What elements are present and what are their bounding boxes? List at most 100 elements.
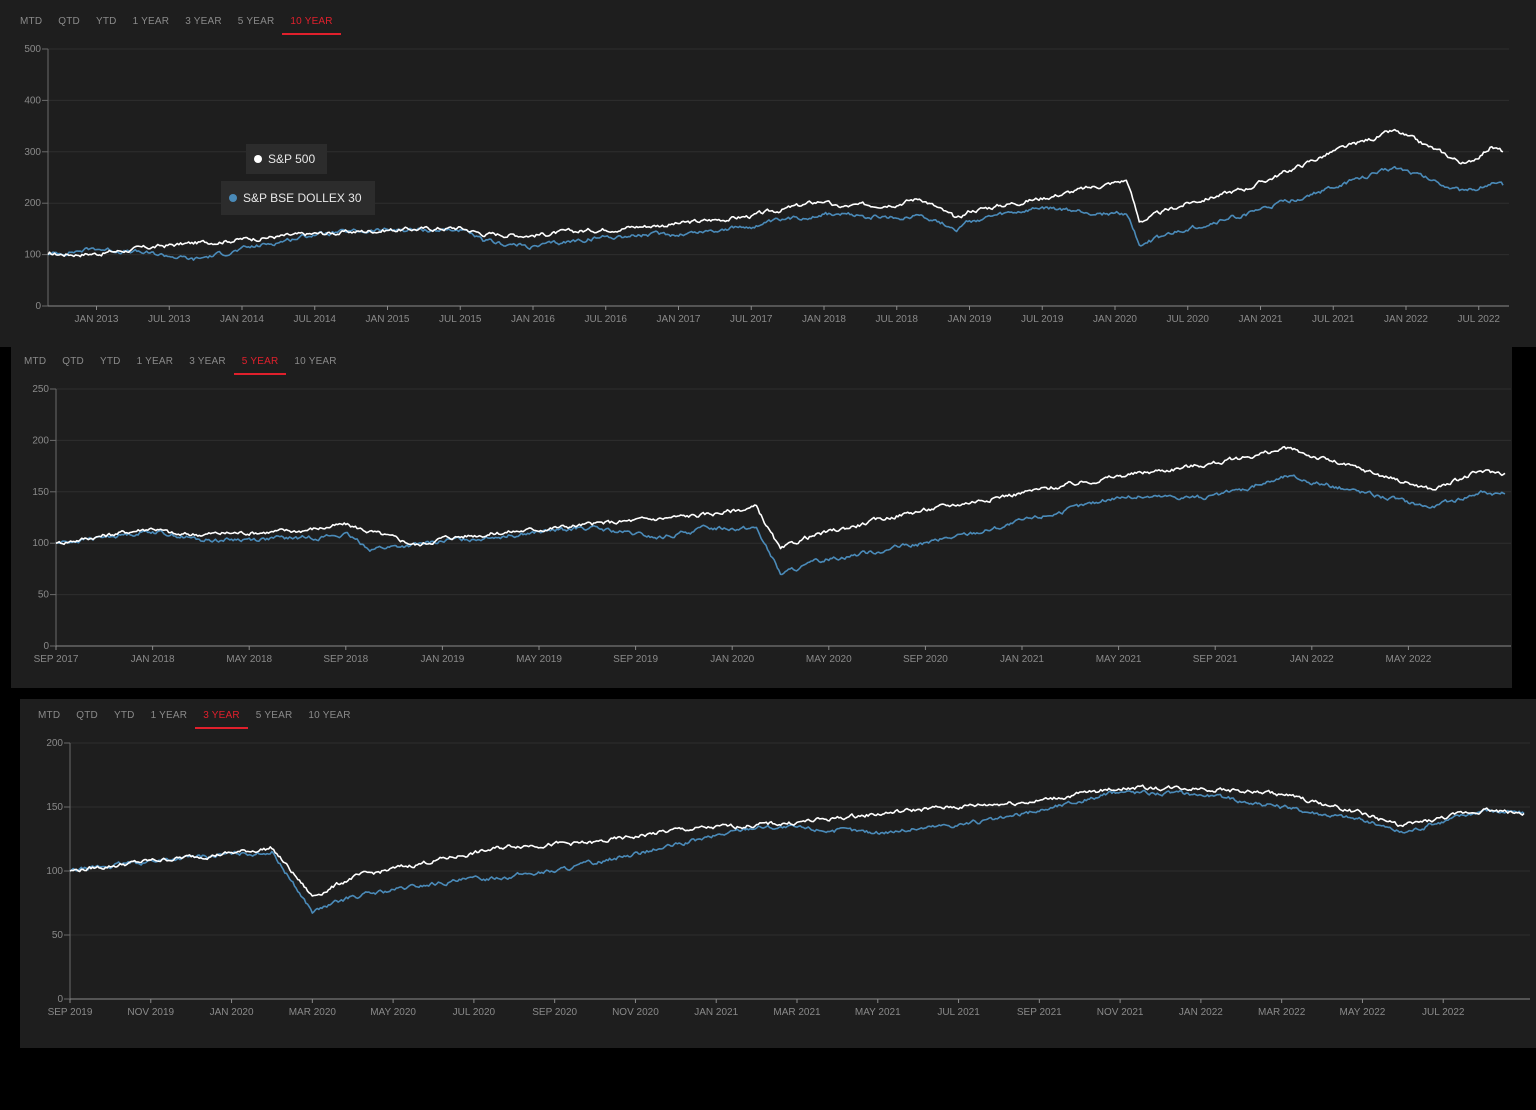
y-tick-label: 200 bbox=[32, 435, 49, 446]
chart-panel-10-year: MTD QTD YTD 1 YEAR 3 YEAR 5 YEAR 10 YEAR 0 100 2… bbox=[0, 0, 1536, 347]
x-tick-label: JAN 2019 bbox=[948, 314, 992, 325]
x-tick-label: JAN 2017 bbox=[657, 314, 701, 325]
tab-10-year[interactable]: 10 YEAR bbox=[308, 710, 351, 721]
sp500-series-line bbox=[55, 445, 1506, 550]
tab-ytd[interactable]: YTD bbox=[99, 356, 121, 367]
sp500-series-line bbox=[69, 784, 1525, 897]
x-tick-label: JUL 2019 bbox=[1021, 314, 1064, 325]
chart-panel-5-year: MTD QTD YTD 1 YEAR 3 YEAR 5 YEAR 10 YEAR 0 50 10… bbox=[11, 347, 1512, 688]
sp500-legend-dot bbox=[254, 155, 262, 163]
tab-mtd[interactable]: MTD bbox=[20, 16, 43, 27]
x-tick-label: JAN 2015 bbox=[366, 314, 410, 325]
y-tick-label: 100 bbox=[24, 250, 41, 261]
tab-5-year[interactable]: 5 YEAR bbox=[255, 710, 293, 721]
chart-10-year: 0 100 200 300 400 500 JAN 2013 JUL 2013 JAN 2014… bbox=[24, 44, 1509, 325]
x-tick-label: SEP 2017 bbox=[34, 654, 79, 665]
x-tick-label: MAR 2020 bbox=[289, 1007, 337, 1018]
y-tick-label: 100 bbox=[46, 866, 63, 877]
chart-3-year: 0 50 100 150 200 SEP 2019 NOV 2019 JAN 2020 MAR … bbox=[46, 738, 1530, 1018]
y-tick-label: 50 bbox=[38, 590, 50, 601]
tab-ytd[interactable]: YTD bbox=[95, 16, 117, 27]
tab-1-year[interactable]: 1 YEAR bbox=[150, 710, 188, 721]
legend-sp500: S&P 500 bbox=[246, 144, 328, 174]
tab-qtd[interactable]: QTD bbox=[62, 356, 84, 367]
x-tick-label: NOV 2019 bbox=[127, 1007, 174, 1018]
period-tabs: MTD QTD YTD 1 YEAR 3 YEAR 5 YEAR 10 YEAR bbox=[24, 356, 345, 375]
y-tick-label: 200 bbox=[24, 198, 41, 209]
x-tick-label: NOV 2021 bbox=[1097, 1007, 1144, 1018]
y-tick-label: 200 bbox=[46, 738, 63, 749]
tab-10-year[interactable]: 10 YEAR bbox=[294, 356, 337, 367]
x-tick-label: MAY 2022 bbox=[1386, 654, 1432, 665]
y-tick-label: 0 bbox=[57, 994, 63, 1005]
x-tick-label: MAY 2021 bbox=[855, 1007, 901, 1018]
x-tick-label: MAY 2019 bbox=[516, 654, 562, 665]
tab-3-year[interactable]: 3 YEAR bbox=[185, 16, 222, 27]
x-tick-label: JAN 2013 bbox=[75, 314, 119, 325]
tab-qtd[interactable]: QTD bbox=[58, 16, 80, 27]
tab-mtd[interactable]: MTD bbox=[38, 710, 61, 721]
dollex-series-line bbox=[69, 789, 1525, 914]
x-tick-label: MAY 2018 bbox=[226, 654, 272, 665]
chart-panel-3-year: MTD QTD YTD 1 YEAR 3 YEAR 5 YEAR 10 YEAR 0 50 10… bbox=[20, 699, 1536, 1048]
x-tick-label: SEP 2020 bbox=[532, 1007, 577, 1018]
x-tick-label: JAN 2022 bbox=[1290, 654, 1334, 665]
tab-3-year[interactable]: 3 YEAR bbox=[189, 356, 226, 367]
y-tick-label: 500 bbox=[24, 44, 41, 55]
x-tick-label: NOV 2020 bbox=[612, 1007, 659, 1018]
dollex-series-line bbox=[55, 474, 1506, 576]
period-tabs: MTD QTD YTD 1 YEAR 3 YEAR 5 YEAR 10 YEAR bbox=[20, 16, 341, 35]
tab-5-year[interactable]: 5 YEAR bbox=[233, 356, 287, 375]
tab-10-year[interactable]: 10 YEAR bbox=[282, 16, 341, 35]
x-tick-label: MAR 2022 bbox=[1258, 1007, 1306, 1018]
period-tabs: MTD QTD YTD 1 YEAR 3 YEAR 5 YEAR 10 YEAR bbox=[38, 710, 359, 729]
tab-ytd[interactable]: YTD bbox=[113, 710, 135, 721]
x-tick-label: JUL 2022 bbox=[1458, 314, 1501, 325]
y-tick-label: 0 bbox=[35, 301, 41, 312]
tab-qtd[interactable]: QTD bbox=[76, 710, 98, 721]
x-tick-label: SEP 2020 bbox=[903, 654, 948, 665]
x-tick-label: JAN 2016 bbox=[511, 314, 555, 325]
x-tick-label: JUL 2018 bbox=[876, 314, 919, 325]
y-tick-label: 150 bbox=[32, 487, 49, 498]
x-tick-label: MAR 2021 bbox=[773, 1007, 821, 1018]
x-tick-label: JAN 2020 bbox=[1093, 314, 1137, 325]
x-tick-label: SEP 2021 bbox=[1193, 654, 1238, 665]
tab-1-year[interactable]: 1 YEAR bbox=[136, 356, 174, 367]
x-tick-label: JAN 2020 bbox=[710, 654, 754, 665]
x-tick-label: JUL 2020 bbox=[453, 1007, 496, 1018]
tab-5-year[interactable]: 5 YEAR bbox=[237, 16, 275, 27]
tab-1-year[interactable]: 1 YEAR bbox=[132, 16, 170, 27]
x-tick-label: JAN 2019 bbox=[420, 654, 464, 665]
x-tick-label: SEP 2018 bbox=[323, 654, 368, 665]
y-tick-label: 300 bbox=[24, 147, 41, 158]
x-tick-label: JUL 2017 bbox=[730, 314, 773, 325]
x-tick-label: JAN 2022 bbox=[1179, 1007, 1223, 1018]
legend-dollex: S&P BSE DOLLEX 30 bbox=[221, 181, 375, 215]
x-tick-label: JUL 2021 bbox=[1312, 314, 1355, 325]
x-tick-label: JUL 2020 bbox=[1167, 314, 1210, 325]
x-tick-label: JUL 2016 bbox=[585, 314, 628, 325]
x-tick-label: SEP 2021 bbox=[1017, 1007, 1062, 1018]
x-tick-label: JAN 2018 bbox=[131, 654, 175, 665]
dollex-series-line bbox=[47, 165, 1504, 261]
x-tick-label: JUL 2021 bbox=[937, 1007, 980, 1018]
legend-label: S&P 500 bbox=[268, 152, 316, 166]
x-tick-label: JAN 2018 bbox=[802, 314, 846, 325]
x-tick-label: JAN 2021 bbox=[1239, 314, 1283, 325]
x-tick-label: JAN 2021 bbox=[1000, 654, 1044, 665]
sp500-series-line bbox=[47, 128, 1504, 258]
y-tick-label: 100 bbox=[32, 538, 49, 549]
y-tick-label: 150 bbox=[46, 802, 63, 813]
tab-3-year[interactable]: 3 YEAR bbox=[195, 710, 248, 729]
x-tick-label: JUL 2022 bbox=[1422, 1007, 1465, 1018]
x-tick-label: SEP 2019 bbox=[613, 654, 658, 665]
y-tick-label: 400 bbox=[24, 95, 41, 106]
x-tick-label: JAN 2021 bbox=[694, 1007, 738, 1018]
y-tick-label: 250 bbox=[32, 384, 49, 395]
x-tick-label: JAN 2014 bbox=[220, 314, 264, 325]
legend-label: S&P BSE DOLLEX 30 bbox=[243, 191, 362, 205]
y-tick-label: 50 bbox=[52, 930, 64, 941]
tab-mtd[interactable]: MTD bbox=[24, 356, 47, 367]
x-tick-label: JUL 2014 bbox=[294, 314, 337, 325]
